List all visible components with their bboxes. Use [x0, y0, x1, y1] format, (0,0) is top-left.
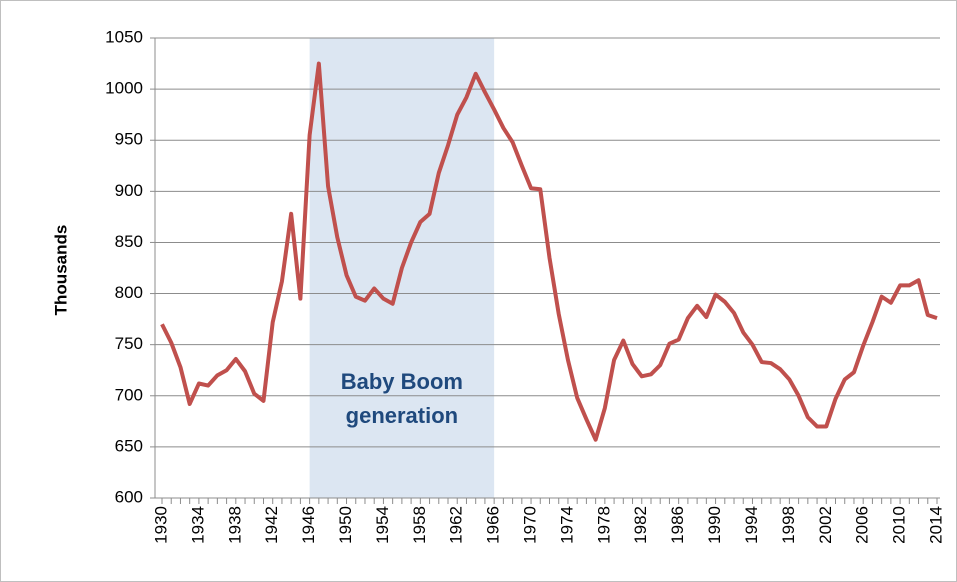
- x-tick-label: 1938: [225, 506, 244, 544]
- x-tick-label: 2006: [853, 506, 872, 544]
- annotation: generation: [346, 403, 458, 428]
- x-tick-label: 1962: [447, 506, 466, 544]
- x-tick-label: 1934: [188, 506, 207, 544]
- x-tick-label: 1950: [336, 506, 355, 544]
- x-tick-label: 1954: [373, 506, 392, 544]
- x-tick-label: 1966: [484, 506, 503, 544]
- y-tick-label: 1050: [105, 27, 143, 46]
- annotation: Baby Boom: [341, 369, 463, 394]
- x-tick-label: 1998: [779, 506, 798, 544]
- x-tick-label: 1982: [631, 506, 650, 544]
- x-tick-label: 1942: [262, 506, 281, 544]
- y-tick-label: 950: [115, 130, 143, 149]
- x-tick-label: 1978: [594, 506, 613, 544]
- y-tick-label: 700: [115, 385, 143, 404]
- x-tick-label: 1990: [705, 506, 724, 544]
- y-tick-label: 750: [115, 334, 143, 353]
- x-tick-label: 1994: [742, 506, 761, 544]
- y-tick-label: 1000: [105, 79, 143, 98]
- x-tick-label: 1930: [151, 506, 170, 544]
- data-line: [160, 61, 938, 442]
- y-tick-label: 850: [115, 232, 143, 251]
- y-tick-label: 600: [115, 487, 143, 506]
- x-tick-label: 1946: [299, 506, 318, 544]
- x-tick-label: 1970: [521, 506, 540, 544]
- y-axis-label: Thousands: [51, 225, 70, 316]
- x-tick-label: 2010: [890, 506, 909, 544]
- x-tick-label: 2002: [816, 506, 835, 544]
- x-tick-label: 1974: [557, 506, 576, 544]
- x-tick-label: 2014: [926, 506, 945, 544]
- x-tick-label: 1958: [410, 506, 429, 544]
- y-tick-label: 900: [115, 181, 143, 200]
- y-tick-label: 650: [115, 436, 143, 455]
- x-tick-label: 1986: [668, 506, 687, 544]
- y-tick-label: 800: [115, 283, 143, 302]
